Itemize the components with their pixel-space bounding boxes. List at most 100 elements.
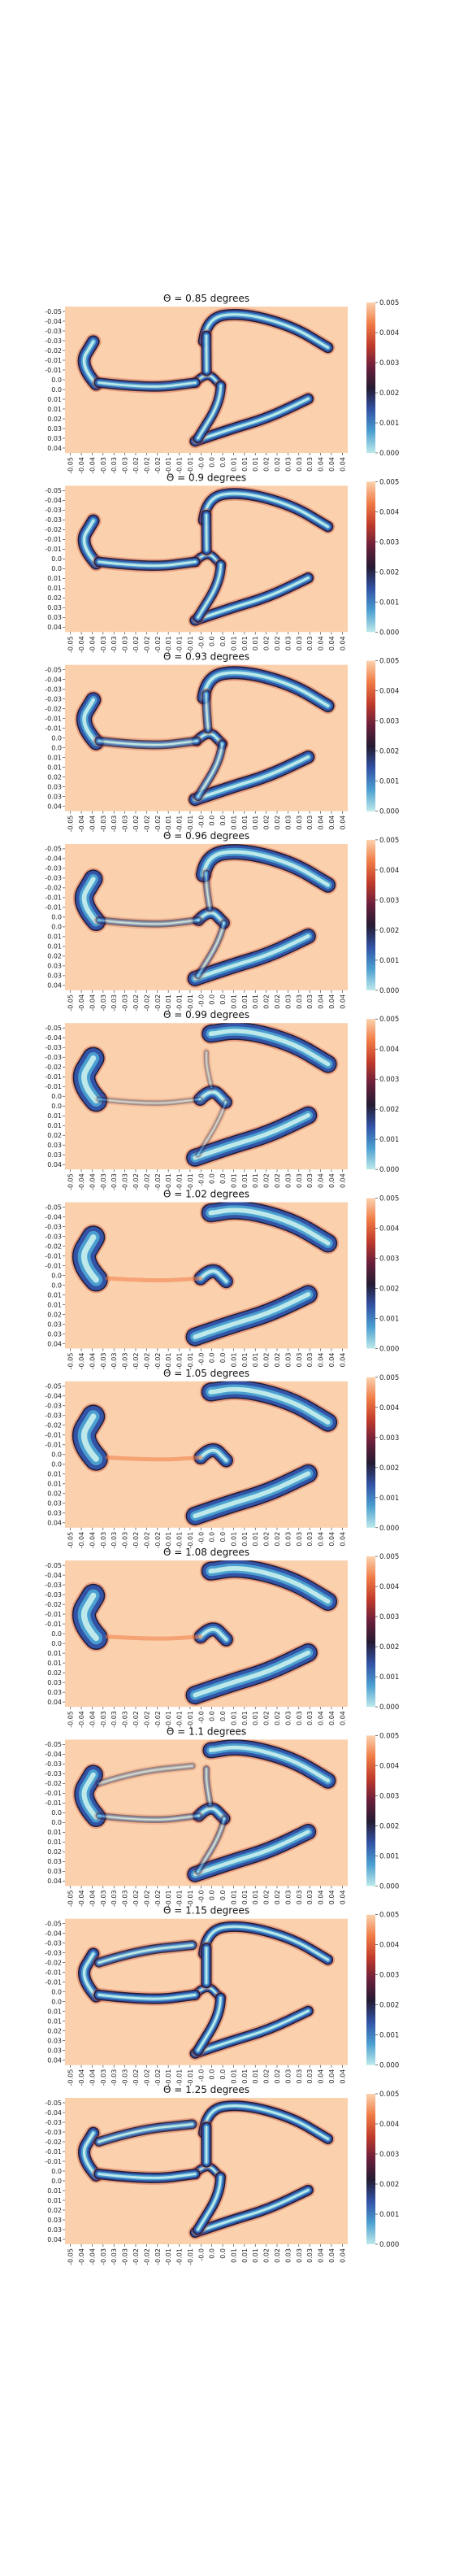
y-tick-label: 0.0 xyxy=(51,1093,62,1100)
x-tick-label: -0.01 xyxy=(176,1890,184,1907)
x-tick-label: 0.04 xyxy=(318,1532,325,1547)
colorbar-tick-label: 0.005 xyxy=(379,1912,399,1920)
y-tick-label: 0.01 xyxy=(47,1471,62,1478)
x-tick-label: 0.01 xyxy=(230,457,237,472)
y-tick-label: -0.05 xyxy=(45,1562,62,1569)
y-tick-label: 0.0 xyxy=(51,2178,62,2185)
x-tick-label: -0.0 xyxy=(197,994,205,1007)
y-tick-label: -0.03 xyxy=(45,328,62,335)
y-tick-label: -0.05 xyxy=(45,1383,62,1390)
y-tick-label: -0.03 xyxy=(45,865,62,872)
y-tick-label: -0.01 xyxy=(45,1969,62,1977)
y-tick-label: 0.03 xyxy=(47,1858,62,1865)
x-tick-label: -0.04 xyxy=(78,1532,85,1549)
left-lobe xyxy=(72,1763,108,1829)
x-tick-label: 0.04 xyxy=(328,1711,336,1725)
x-tick-label: 0.01 xyxy=(252,2248,259,2263)
x-tick-label: 0.0 xyxy=(219,1353,227,1364)
x-tick-label: -0.05 xyxy=(67,1711,75,1728)
x-tick-label: -0.02 xyxy=(132,816,140,833)
x-tick-label: -0.05 xyxy=(67,1353,75,1370)
x-tick-label: 0.03 xyxy=(284,2248,292,2263)
y-tick-label: 0.02 xyxy=(47,1490,62,1498)
y-tick-label: 0.0 xyxy=(51,1640,62,1647)
y-tick-label: -0.03 xyxy=(45,337,62,345)
x-tick-label: -0.01 xyxy=(165,1173,172,1190)
colorbar-tick-label: 0.000 xyxy=(379,1704,399,1712)
halo-left xyxy=(105,1455,203,1462)
x-tick-label: 0.04 xyxy=(339,1353,346,1368)
colorbar-gradient xyxy=(366,1735,375,1886)
x-tick-label: 0.01 xyxy=(252,1890,259,1904)
y-tick-label: 0.03 xyxy=(47,1321,62,1328)
colorbar-gradient xyxy=(366,1914,375,2065)
x-tick-label: 0.01 xyxy=(252,636,259,651)
x-tick-label: -0.02 xyxy=(132,994,140,1012)
x-tick-label: 0.02 xyxy=(263,994,271,1009)
y-tick-label: 0.0 xyxy=(51,914,62,921)
x-tick-label: -0.02 xyxy=(154,636,162,653)
left-lobe xyxy=(76,333,105,393)
x-tick-label: -0.04 xyxy=(78,1173,85,1190)
y-tick-label: 0.01 xyxy=(47,1112,62,1120)
x-tick-label: 0.03 xyxy=(306,1173,314,1188)
x-tick-label: 0.0 xyxy=(219,1532,227,1543)
y-tick-label: -0.04 xyxy=(45,855,62,863)
lower-lobe xyxy=(188,570,316,628)
x-tick-label: 0.03 xyxy=(284,2069,292,2084)
x-tick-label: 0.01 xyxy=(230,1532,237,1547)
y-tick-label: -0.01 xyxy=(45,546,62,553)
x-tick-label: 0.04 xyxy=(339,2069,346,2084)
x-tick-label: 0.02 xyxy=(263,1173,271,1188)
x-tick-label: 0.0 xyxy=(219,1890,227,1900)
x-tick-label: -0.04 xyxy=(89,1711,96,1728)
x-tick-label: 0.03 xyxy=(296,2248,303,2263)
colorbar-tick-label: 0.003 xyxy=(379,2151,399,2159)
x-tick-label: 0.04 xyxy=(339,994,346,1009)
y-tick-label: 0.0 xyxy=(51,734,62,742)
x-tick-label: -0.01 xyxy=(187,2069,194,2086)
bridge-left xyxy=(92,376,202,394)
colorbar-gradient xyxy=(366,1377,375,1528)
x-tick-label: -0.04 xyxy=(78,1711,85,1728)
y-tick-label: 0.04 xyxy=(47,1340,62,1347)
x-tick-label: 0.02 xyxy=(263,1532,271,1547)
colorbar: 0.000 0.001 0.002 0.003 0.004 0.005 xyxy=(366,837,399,995)
x-tick-label: -0.04 xyxy=(78,457,85,474)
x-tick-label: 0.01 xyxy=(230,1173,237,1188)
colorbar-tick-label: 0.004 xyxy=(379,2121,399,2129)
x-tick-label: 0.03 xyxy=(284,1532,292,1547)
x-tick-label: -0.02 xyxy=(143,1890,150,1907)
x-tick-label: 0.04 xyxy=(328,2248,336,2263)
colorbar-tick-label: 0.000 xyxy=(379,1346,399,1354)
x-tick-label: -0.0 xyxy=(197,1353,205,1366)
center-lobe xyxy=(192,1083,234,1111)
x-tick-label: 0.04 xyxy=(318,816,325,830)
x-tick-label: -0.01 xyxy=(187,2248,194,2265)
colorbar-tick-label: 0.002 xyxy=(379,1286,399,1294)
y-tick-label: 0.04 xyxy=(47,1161,62,1168)
y-tick-label: 0.03 xyxy=(47,783,62,790)
heatmap-density xyxy=(76,307,336,449)
x-tick-label: 0.02 xyxy=(274,1173,281,1188)
x-tick-label: -0.03 xyxy=(122,1890,129,1907)
x-tick-label: 0.04 xyxy=(339,1711,346,1725)
bridge-left xyxy=(92,2167,202,2185)
upper-lobe xyxy=(201,1739,338,1791)
x-tick-label: 0.0 xyxy=(209,2248,216,2259)
x-tick-label: 0.02 xyxy=(263,816,271,830)
x-tick-label: -0.04 xyxy=(78,1890,85,1907)
lower-lobe xyxy=(188,2004,315,2060)
y-tick-label: 0.01 xyxy=(47,1301,62,1308)
x-tick-label: -0.03 xyxy=(110,636,118,653)
colorbar-tick-label: 0.002 xyxy=(379,927,399,935)
x-tick-label: 0.03 xyxy=(296,1711,303,1725)
bridge-upper xyxy=(202,1047,216,1092)
colorbar-tick-label: 0.000 xyxy=(379,1166,399,1174)
x-tick-label: 0.02 xyxy=(274,1890,281,1904)
x-tick-label: -0.04 xyxy=(78,2248,85,2265)
y-tick-label: -0.01 xyxy=(45,1799,62,1807)
x-tick-label: 0.01 xyxy=(230,816,237,830)
x-tick-label: -0.02 xyxy=(143,1353,150,1370)
